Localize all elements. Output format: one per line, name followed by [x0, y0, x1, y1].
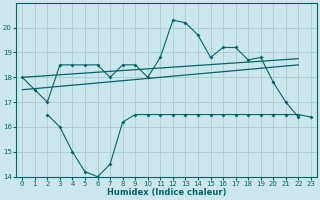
X-axis label: Humidex (Indice chaleur): Humidex (Indice chaleur)	[107, 188, 226, 197]
